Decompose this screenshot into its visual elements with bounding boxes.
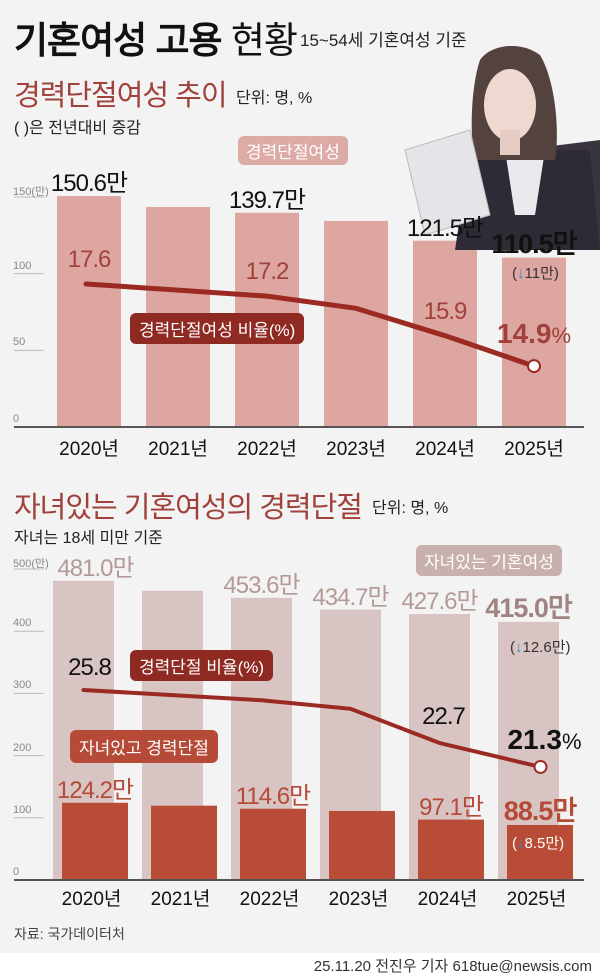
chart2-change-total: (↓12.6만) [510,639,571,656]
x-tick-label: 2023년 [326,439,386,460]
y-tick-label: 100 [13,803,32,816]
bar-value-label: 121.5만 [406,214,484,242]
y-tick-label: 400 [13,617,32,630]
x-tick-label: 2020년 [59,439,119,460]
y-tick-label: 0 [13,866,20,878]
ratio-endpoint [527,359,541,374]
break-value-label: 124.2만 [56,776,134,804]
x-tick-label: 2020년 [61,889,122,910]
credit-line: 25.11.20 전진우 기자 618tue@newsis.com [313,958,592,975]
page-subtitle: 15~54세 기혼여성 기준 [300,31,467,50]
break-bar-2021년 [151,805,217,880]
y-tick-label: 200 [13,741,32,754]
legend-bar-label: 경력단절여성 [238,136,348,165]
break-value-label: 97.1만 [419,793,484,821]
bar-2023년 [324,220,388,427]
ratio-value-label: 17.6 [67,246,112,273]
page-title: 기혼여성 고용 현황 [14,10,298,64]
break-bar-2020년 [62,802,128,880]
y-tick-label: 50 [13,336,26,349]
chart1-change: (↓11만) [512,265,559,282]
legend-break-label: 자녀있고 경력단절 [70,730,218,763]
chart1-unit: 단위: 명, % [236,90,313,107]
total-value-label: 415.0만 [485,592,572,623]
chart1-note: ( )은 전년대비 증감 [14,120,142,137]
break-bar-2023년 [329,810,395,880]
break-bar-2025년 [507,824,573,880]
break-bar-2022년 [240,808,306,880]
total-value-label: 453.6만 [223,571,300,599]
arrow-down-icon: ↓ [517,265,525,282]
break-value-label: 114.6만 [235,782,311,810]
y-tick-label: 500(만) [13,558,49,570]
total-value-label: 481.0만 [57,554,134,582]
chart2-note: 자녀는 18세 미만 기준 [14,530,163,547]
chart2-title: 자녀있는 기혼여성의 경력단절 [14,492,363,524]
x-tick-label: 2025년 [506,889,567,910]
y-tick-label: 150(만) [13,186,49,198]
legend-line-label: 경력단절여성 비율(%) [130,313,305,344]
ratio-value-label: 22.7 [422,703,466,730]
bar-value-label: 139.7만 [228,186,306,214]
x-tick-label: 2024년 [415,439,475,460]
total-value-label: 427.6만 [401,588,478,616]
y-tick-label: 0 [13,413,20,425]
x-tick-label: 2022년 [239,889,300,910]
chart1-title: 경력단절여성 추이 [14,80,227,112]
y-tick-label: 100 [13,259,32,272]
title-bold: 기혼여성 고용 [14,20,223,61]
x-tick-label: 2022년 [237,439,297,460]
ratio-endpoint [533,759,548,774]
x-tick-label: 2021년 [148,439,208,460]
total-value-label: 434.7만 [312,583,389,611]
source-note: 자료: 국가데이터처 [14,926,125,942]
x-tick-label: 2021년 [150,889,211,910]
chart2-change-break: (↓8.5만) [512,835,565,852]
ratio-value-label: 17.2 [245,258,290,286]
title-light: 현황 [230,20,298,61]
ratio-value-label: 25.8 [68,654,112,681]
y-tick-label: 300 [13,679,32,692]
x-tick-label: 2023년 [328,889,389,910]
ratio-line [81,688,543,769]
legend-total-label: 자녀있는 기혼여성 [416,545,562,576]
ratio-line [83,281,537,369]
bar-value-label: 150.6만 [50,170,128,198]
arrow-down-icon: ↓ [515,639,523,656]
x-tick-label: 2025년 [504,439,564,460]
bar-2025년 [502,257,566,427]
bar-2020년 [57,196,121,427]
break-value-label: 88.5만 [503,795,577,826]
bar-value-label: 110.5만 [491,228,578,259]
ratio-value-label: 21.3% [507,724,582,755]
arrow-down-icon: ↓ [517,835,525,852]
break-bar-2024년 [418,819,484,880]
ratio-value-label: 14.9% [496,318,572,349]
legend-ratio-label: 경력단절 비율(%) [130,650,274,681]
chart2-unit: 단위: 명, % [372,500,449,517]
ratio-value-label: 15.9 [423,297,468,325]
x-tick-label: 2024년 [417,889,478,910]
